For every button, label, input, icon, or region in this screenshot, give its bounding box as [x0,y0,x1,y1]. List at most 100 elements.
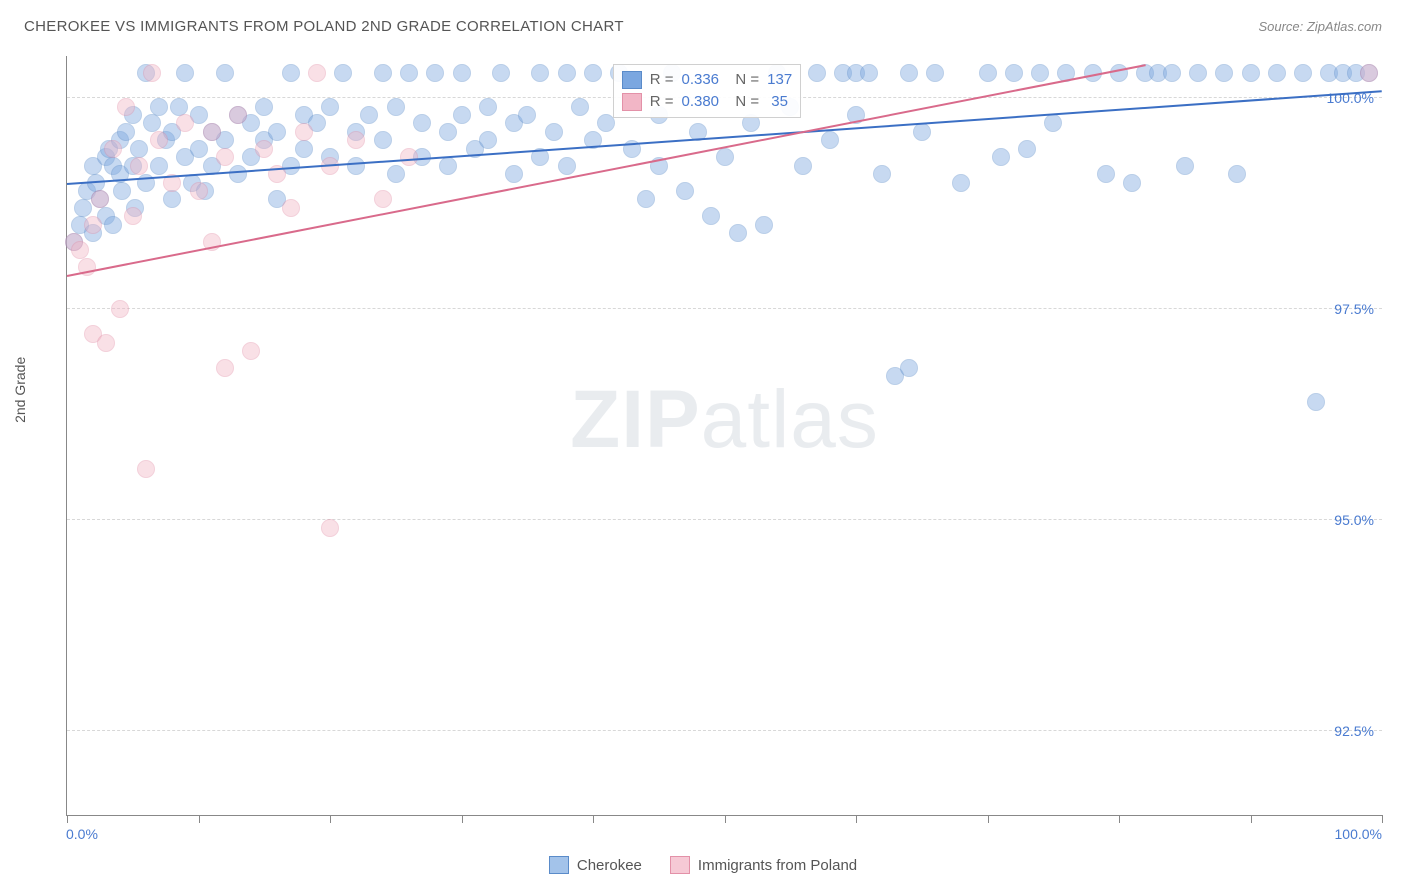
data-point [295,140,313,158]
data-point [190,182,208,200]
data-point [492,64,510,82]
data-point [150,98,168,116]
data-point [637,190,655,208]
stat-n-value: 35 [767,91,788,113]
data-point [143,114,161,132]
data-point [137,460,155,478]
legend-label: Immigrants from Poland [698,857,857,874]
data-point [124,207,142,225]
x-label-right: 100.0% [1335,826,1382,842]
grid-line [67,308,1382,309]
legend-swatch [549,856,569,874]
data-point [84,216,102,234]
data-point [176,64,194,82]
data-point [794,157,812,175]
legend-label: Cherokee [577,857,642,874]
data-point [729,224,747,242]
stat-n-label: N = [727,69,759,91]
stat-r-value: 0.380 [681,91,719,113]
series-swatch [622,71,642,89]
data-point [545,123,563,141]
data-point [255,140,273,158]
data-point [479,98,497,116]
data-point [1005,64,1023,82]
data-point [268,123,286,141]
data-point [97,334,115,352]
data-point [400,148,418,166]
data-point [1307,393,1325,411]
series-swatch [622,93,642,111]
data-point [308,64,326,82]
stat-row: R = 0.380 N = 35 [622,91,792,113]
data-point [190,140,208,158]
data-point [676,182,694,200]
stat-n-label: N = [727,91,759,113]
data-point [374,131,392,149]
data-point [104,140,122,158]
data-point [952,174,970,192]
data-point [216,148,234,166]
data-point [74,199,92,217]
data-point [992,148,1010,166]
data-point [413,114,431,132]
data-point [229,165,247,183]
grid-line [67,519,1382,520]
chart-container: 2nd Grade ZIPatlas 100.0%97.5%95.0%92.5%… [24,48,1382,848]
data-point [702,207,720,225]
data-point [439,123,457,141]
data-point [282,64,300,82]
chart-title: CHEROKEE VS IMMIGRANTS FROM POLAND 2ND G… [24,18,624,35]
data-point [242,342,260,360]
x-tick [1382,815,1383,823]
stat-n-value: 137 [767,69,792,91]
source-attribution: Source: ZipAtlas.com [1258,19,1382,34]
data-point [571,98,589,116]
data-point [1018,140,1036,158]
legend-item: Immigrants from Poland [670,856,857,874]
data-point [1228,165,1246,183]
watermark: ZIPatlas [570,373,879,467]
data-point [716,148,734,166]
data-point [1110,64,1128,82]
data-point [1123,174,1141,192]
data-point [282,199,300,217]
data-point [900,64,918,82]
data-point [170,98,188,116]
data-point [387,98,405,116]
data-point [71,241,89,259]
data-point [873,165,891,183]
data-point [518,106,536,124]
data-point [531,64,549,82]
data-point [321,519,339,537]
data-point [439,157,457,175]
data-point [1044,114,1062,132]
data-point [360,106,378,124]
data-point [150,157,168,175]
x-tick [593,815,594,823]
data-point [453,106,471,124]
stat-r-label: R = [650,91,674,113]
data-point [150,131,168,149]
x-label-left: 0.0% [66,826,98,842]
legend-item: Cherokee [549,856,642,874]
data-point [505,165,523,183]
data-point [117,98,135,116]
data-point [1360,64,1378,82]
data-point [860,64,878,82]
data-point [334,64,352,82]
y-axis-label: 2nd Grade [12,357,28,423]
data-point [979,64,997,82]
data-point [558,157,576,175]
data-point [104,216,122,234]
data-point [1163,64,1181,82]
data-point [584,64,602,82]
data-point [426,64,444,82]
data-point [453,64,471,82]
data-point [400,64,418,82]
stat-r-value: 0.336 [681,69,719,91]
data-point [1268,64,1286,82]
data-point [130,157,148,175]
data-point [374,190,392,208]
legend: Cherokee Immigrants from Poland [0,856,1406,874]
data-point [347,131,365,149]
